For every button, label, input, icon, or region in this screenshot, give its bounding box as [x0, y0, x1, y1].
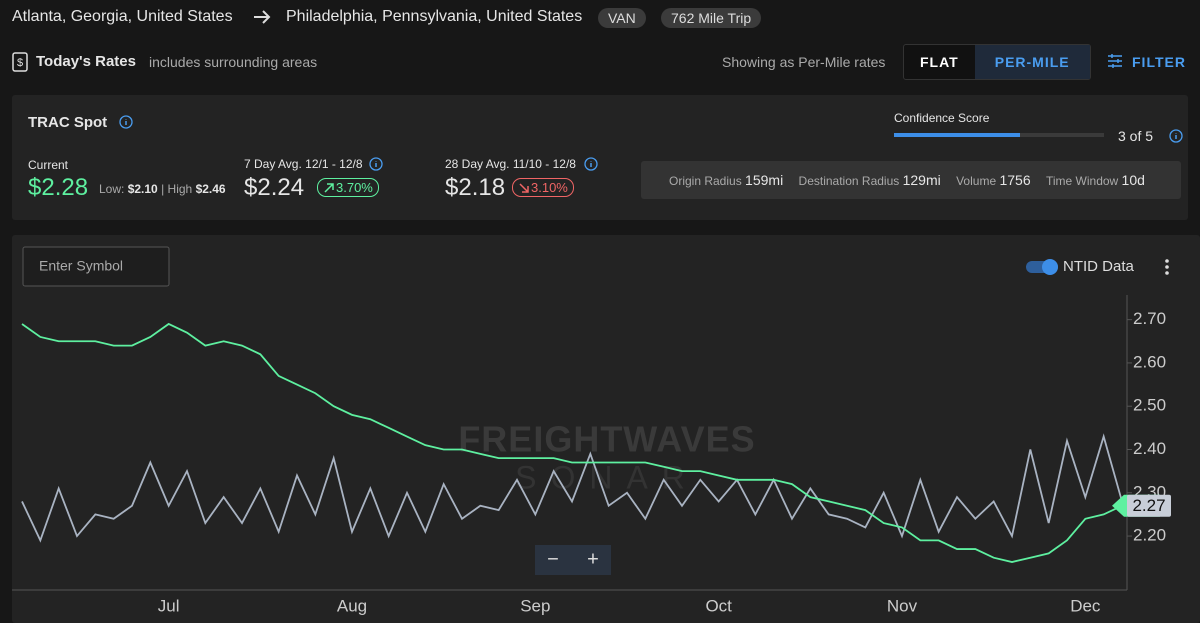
rates-icon: $ — [12, 52, 28, 72]
y-tick-label: 2.60 — [1133, 352, 1166, 371]
y-tick-label: 2.20 — [1133, 526, 1166, 545]
y-tick-label: 2.70 — [1133, 309, 1166, 328]
param-label: Volume — [956, 174, 997, 188]
badge: VAN — [598, 8, 646, 28]
mode-switch: FLAT PER-MILE — [903, 44, 1091, 80]
avg28-change: 3.10% — [512, 178, 574, 197]
x-tick-label: Jul — [158, 596, 180, 615]
x-tick-label: Aug — [337, 596, 367, 615]
symbol-input[interactable] — [22, 246, 170, 287]
flat-button[interactable]: FLAT — [920, 54, 959, 70]
params: Origin Radius 159mi Destination Radius 1… — [641, 161, 1181, 199]
zoom-controls — [535, 545, 611, 575]
rates-card: TRAC Spot Confidence Score 3 of 5 Curren… — [12, 95, 1188, 220]
info-icon — [1169, 129, 1183, 143]
high-value: $2.46 — [195, 182, 226, 196]
param-value: 1756 — [999, 172, 1031, 188]
card-title: TRAC Spot — [28, 114, 108, 131]
symbol-placeholder: Enter Symbol — [39, 258, 123, 274]
confidence-text: 3 of 5 — [1118, 128, 1154, 144]
current-label: Current — [28, 158, 69, 172]
low-label: Low: — [99, 182, 125, 196]
param-label: Destination Radius — [798, 174, 900, 188]
high-label: High — [167, 182, 193, 196]
down-icon — [519, 183, 529, 193]
up-icon — [324, 183, 334, 193]
zoom-in[interactable]: + — [587, 548, 599, 570]
confidence-label: Confidence Score — [894, 111, 990, 125]
per-mile-button[interactable]: PER-MILE — [974, 45, 1090, 79]
low-value: $2.10 — [127, 182, 158, 196]
line-series — [21, 322, 1123, 563]
confidence-fill — [894, 133, 1020, 137]
param-value: 10d — [1121, 172, 1145, 188]
y-tick-label: 2.50 — [1133, 396, 1166, 415]
filter-button[interactable]: FILTER — [1132, 54, 1186, 70]
toggle-knob — [1042, 259, 1058, 275]
x-tick-label: Sep — [520, 596, 550, 615]
avg7-value: $2.24 — [244, 174, 305, 201]
chart: Enter Symbol NTID Data FREIGHTWAVES SONA… — [12, 246, 1171, 615]
current-value: $2.28 — [28, 174, 89, 201]
rates-subtitle: includes surrounding areas — [149, 54, 318, 70]
toggle-label: NTID Data — [1063, 258, 1135, 275]
svg-text:$: $ — [17, 57, 23, 69]
destination: Philadelphia, Pennsylvania, United State… — [286, 8, 583, 25]
avg7-change: 3.70% — [317, 178, 379, 197]
avg28-label: 28 Day Avg. 11/10 - 12/8 — [445, 157, 576, 171]
origin: Atlanta, Georgia, United States — [12, 8, 233, 25]
param-value: 129mi — [902, 172, 941, 188]
info-icon — [584, 157, 598, 171]
param-label: Origin Radius — [669, 174, 742, 188]
x-tick-label: Oct — [705, 596, 732, 615]
badge: 762 Mile Trip — [661, 8, 762, 28]
line-series — [21, 433, 1123, 543]
watermark: FREIGHTWAVES — [458, 419, 755, 460]
avg7-label: 7 Day Avg. 12/1 - 12/8 — [244, 157, 363, 171]
param-value: 159mi — [745, 172, 784, 188]
menu-icon[interactable] — [1165, 259, 1169, 275]
x-tick-label: Nov — [887, 596, 918, 615]
last-value-label: 2.27 — [1132, 496, 1165, 515]
low-high: Low: $2.10 | High $2.46 — [99, 182, 226, 196]
avg28-value: $2.18 — [445, 174, 506, 201]
last-value-box — [1127, 494, 1171, 517]
arrow-icon — [254, 10, 271, 24]
info-icon — [369, 157, 383, 171]
y-tick-label: 2.40 — [1133, 439, 1166, 458]
rates-title: Today's Rates — [36, 53, 136, 70]
confidence-track — [894, 133, 1104, 137]
param-label: Time Window — [1045, 174, 1119, 188]
x-tick-label: Dec — [1070, 596, 1101, 615]
mode-note: Showing as Per-Mile rates — [722, 54, 886, 70]
zoom-out[interactable]: − — [547, 548, 559, 570]
filter-icon — [1108, 54, 1122, 68]
info-icon — [119, 115, 133, 129]
